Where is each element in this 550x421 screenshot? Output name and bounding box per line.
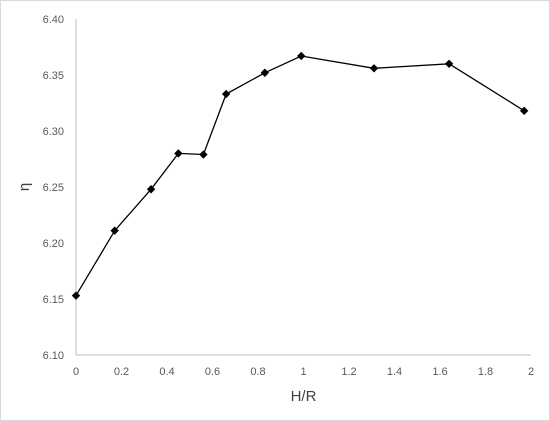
y-tick-label: 6.25: [43, 182, 64, 194]
y-axis-title: η: [16, 183, 33, 191]
y-tick-label: 6.20: [43, 238, 64, 250]
y-tick-label: 6.15: [43, 294, 64, 306]
x-tick-label: 1.6: [432, 366, 447, 378]
y-tick-label: 6.30: [43, 126, 64, 138]
data-point-marker: [221, 89, 231, 99]
x-tick-label: 0.2: [114, 366, 129, 378]
data-point-marker: [260, 68, 270, 77]
y-tick-label: 6.40: [43, 14, 64, 26]
x-tick-label: 1.2: [341, 366, 356, 378]
axes: [75, 19, 531, 356]
series: [71, 51, 529, 300]
data-point-marker: [369, 64, 379, 73]
x-tick-label: 2: [528, 366, 534, 378]
data-point-marker: [110, 226, 119, 235]
data-point-marker: [297, 51, 306, 61]
y-tick-label: 6.35: [43, 70, 64, 82]
data-point-marker: [519, 106, 529, 116]
data-point-marker: [174, 149, 183, 158]
data-point-marker: [146, 185, 156, 194]
data-point-marker: [444, 59, 454, 68]
x-axis-title: H/R: [291, 388, 317, 405]
data-point-marker: [71, 291, 81, 300]
y-tick-labels: 6.10 6.15 6.20 6.25 6.30 6.35 6.40: [43, 14, 64, 362]
x-tick-label: 0.8: [250, 366, 265, 378]
x-tick-label: 0.6: [205, 366, 220, 378]
x-tick-label: 0.4: [159, 366, 174, 378]
series-line: [75, 55, 525, 296]
x-tick-label: 1: [300, 366, 306, 378]
x-tick-labels: 0 0.2 0.4 0.6 0.8 1 1.2 1.4 1.6 1.8 2: [73, 366, 534, 378]
data-point-marker: [199, 150, 208, 159]
x-tick-label: 1.8: [478, 366, 493, 378]
x-tick-label: 1.4: [387, 366, 402, 378]
x-tick-label: 0: [73, 366, 79, 378]
y-tick-label: 6.10: [43, 350, 64, 362]
